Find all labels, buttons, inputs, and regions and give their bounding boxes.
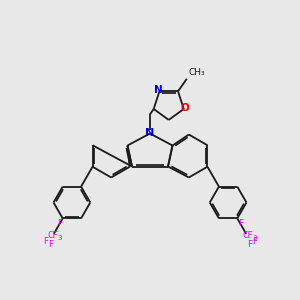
Text: F: F: [57, 219, 62, 228]
Text: F: F: [247, 241, 252, 250]
Text: 3: 3: [57, 235, 62, 241]
Text: 3: 3: [252, 235, 257, 241]
Text: N: N: [146, 128, 154, 139]
Text: CH₃: CH₃: [188, 68, 205, 77]
Text: CF: CF: [242, 231, 253, 240]
Text: CF: CF: [47, 231, 58, 240]
Text: F: F: [43, 238, 48, 247]
Text: F: F: [252, 238, 257, 247]
Text: O: O: [181, 103, 190, 113]
Text: F: F: [48, 241, 53, 250]
Text: N: N: [154, 85, 163, 95]
Text: F: F: [238, 219, 243, 228]
